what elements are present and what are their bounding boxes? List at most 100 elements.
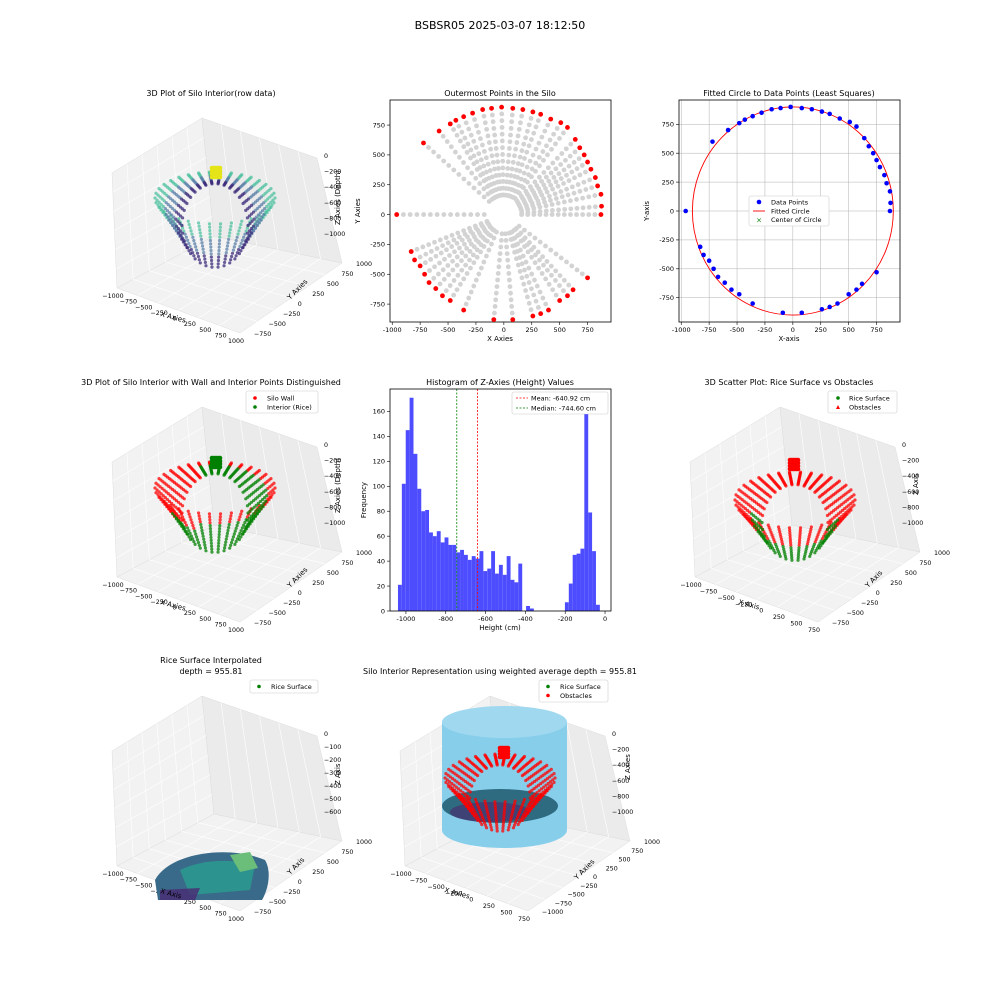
- gray-point: [509, 119, 515, 125]
- outer-point: [520, 107, 526, 112]
- gray-point: [545, 152, 550, 158]
- gray-point: [519, 113, 525, 119]
- gray-point: [505, 264, 511, 270]
- gray-point: [454, 254, 460, 260]
- histogram-bar: [467, 559, 472, 611]
- p8-y-tick-label: 500: [619, 857, 631, 864]
- p6-point: [784, 557, 788, 561]
- gray-point: [446, 163, 452, 168]
- gray-point: [471, 153, 477, 159]
- panel-3d-wall-interior-title: 3D Plot of Silo Interior with Wall and I…: [81, 378, 341, 387]
- data-point: [697, 244, 703, 250]
- p4-point: [272, 491, 276, 495]
- gray-point: [509, 304, 515, 309]
- panel-3d-rice-interpolated-legend: Rice Surface: [249, 679, 319, 694]
- p4-point: [174, 505, 178, 509]
- p8-obstacle-point: [495, 829, 499, 833]
- gray-point: [464, 271, 470, 276]
- x-tick-label: 0: [502, 326, 506, 334]
- y-tick-label: 80: [377, 508, 385, 516]
- p1-point: [250, 219, 254, 223]
- p1-point: [217, 242, 221, 246]
- p6-point: [756, 528, 761, 532]
- p8-obstacle-point: [553, 776, 557, 780]
- gray-point: [548, 247, 554, 253]
- p6-point: [821, 540, 825, 545]
- histogram-bar: [502, 574, 507, 611]
- gray-point: [440, 267, 446, 273]
- p1-z-tick-label: −800: [324, 215, 341, 222]
- gray-point: [506, 270, 512, 276]
- panel-3d-rice-interpolated-subtitle: depth = 955.81: [179, 667, 242, 676]
- y-tick-label: -750: [370, 300, 385, 308]
- p1-point: [203, 257, 207, 261]
- gray-point: [478, 157, 484, 163]
- gray-point: [487, 168, 493, 173]
- gray-point: [551, 131, 557, 137]
- p4-y-tick-label: −500: [269, 610, 286, 617]
- p4-point: [225, 531, 230, 535]
- p8-obstacle-point: [454, 785, 458, 789]
- gray-point: [516, 223, 522, 229]
- histogram-bar: [440, 542, 445, 611]
- p7-x-tick-label: 1000: [228, 916, 244, 923]
- p4-point: [249, 518, 254, 522]
- data-point: [788, 104, 793, 110]
- p1-y-tick-label: 250: [312, 291, 324, 298]
- gray-point: [516, 126, 522, 132]
- gray-point: [465, 234, 470, 240]
- p1-point: [264, 210, 268, 214]
- p4-z-tick-label: −600: [324, 489, 341, 496]
- gray-point: [461, 160, 466, 165]
- histogram-bar: [409, 397, 414, 611]
- gray-point: [490, 119, 496, 125]
- gray-point: [494, 229, 499, 235]
- gray-point: [432, 239, 437, 245]
- p4-point: [246, 523, 250, 527]
- outer-point: [595, 183, 601, 189]
- panel-3d-raw-title: 3D Plot of Silo Interior(row data): [146, 89, 275, 98]
- p1-point: [178, 214, 183, 218]
- p8-obstacle-point: [507, 823, 512, 827]
- p4-point: [167, 499, 172, 504]
- p8-obstacle-point: [530, 800, 534, 804]
- gray-point: [485, 161, 491, 167]
- panel-3d-wall-interior: 3D Plot of Silo Interior with Wall and I…: [81, 378, 372, 634]
- p4-point: [268, 495, 272, 499]
- p4-point: [244, 497, 248, 501]
- p6-point: [826, 520, 830, 525]
- gray-point: [553, 268, 559, 274]
- p1-point: [266, 197, 270, 201]
- p6-point: [788, 536, 792, 540]
- p4-x-tick-label: 1000: [228, 627, 244, 634]
- p1-point: [234, 238, 238, 243]
- p1-point: [192, 238, 196, 243]
- data-point: [882, 172, 887, 178]
- p8-obstacle-point: [464, 798, 468, 802]
- outer-point: [489, 105, 494, 111]
- p4-point: [196, 511, 201, 515]
- p6-x-tick-label: 250: [773, 614, 785, 621]
- p1-point: [204, 183, 208, 187]
- p4-point: [228, 520, 232, 524]
- p1-point: [272, 201, 276, 205]
- p8-obstacle-point: [548, 780, 553, 784]
- gray-point: [461, 276, 467, 282]
- p6-point: [818, 541, 822, 545]
- p1-x-tick-label: 500: [199, 327, 211, 334]
- gray-point: [476, 271, 482, 277]
- p8-obstacle-point: [532, 786, 536, 791]
- data-point: [827, 304, 832, 310]
- gray-point: [486, 247, 492, 253]
- p6-point: [789, 543, 793, 547]
- p4-point: [267, 492, 271, 496]
- p7-z-tick-label: −100: [324, 744, 341, 751]
- gray-point: [543, 208, 549, 214]
- p1-point: [155, 198, 159, 202]
- p4-y-tick-label: −750: [254, 620, 271, 627]
- p6-point: [783, 552, 787, 556]
- gray-point: [549, 272, 554, 278]
- p1-point: [254, 215, 258, 219]
- p7-grid: [240, 709, 257, 824]
- panel-3d-rice-interpolated: Rice Surface Interpolated depth = 955.81…: [102, 656, 372, 923]
